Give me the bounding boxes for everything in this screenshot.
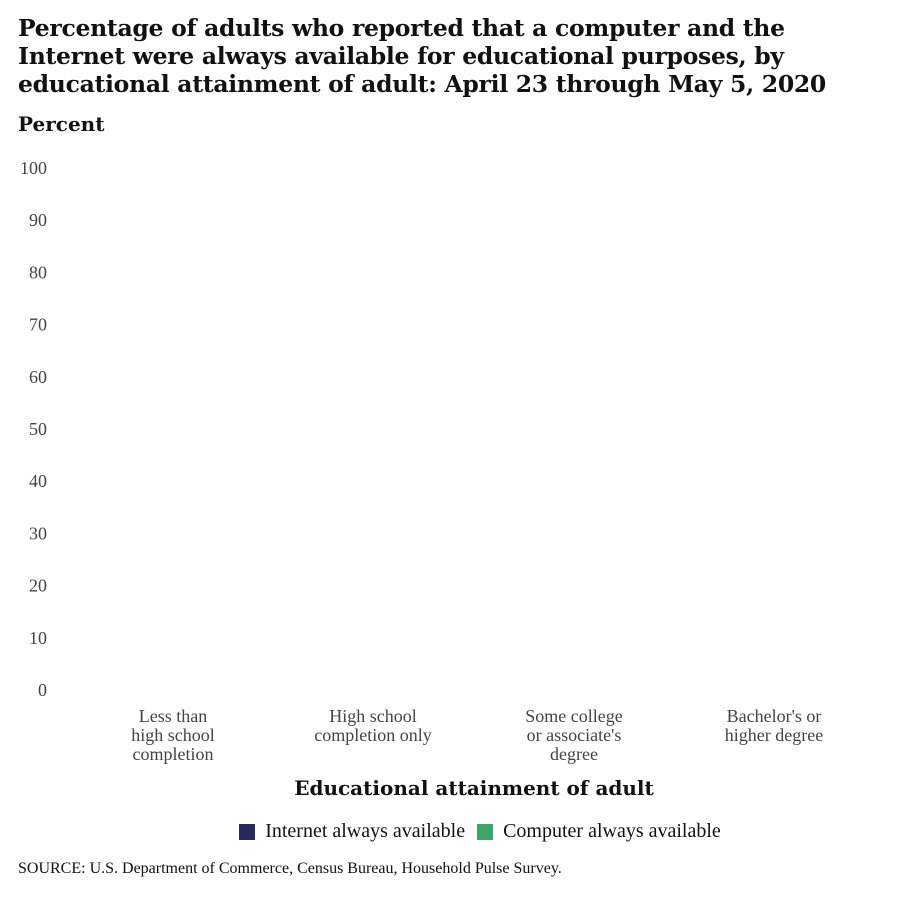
y-tick-label: 80 [29,262,47,282]
legend-item-internet: Internet always available [239,820,465,843]
y-tick-label: 20 [29,576,47,596]
x-category-label: Bachelor's or higher degree [725,706,823,745]
legend-swatch-internet [239,823,256,840]
legend-label: Internet always available [265,820,466,842]
x-category-label: Some college or associate's degree [525,706,622,764]
legend-swatch-computer [477,823,494,840]
y-tick-label: 70 [29,315,47,335]
legend-label: Computer always available [503,820,721,842]
y-axis-label: Percent [18,112,105,136]
chart-title: Percentage of adults who reported that a… [18,14,826,98]
y-tick-label: 40 [29,471,47,491]
y-tick-label: 50 [29,419,47,439]
y-tick-label: 0 [38,680,47,700]
legend: Internet always available Computer alway… [0,820,900,843]
y-tick-label: 90 [29,210,47,230]
source-note: SOURCE: U.S. Department of Commerce, Cen… [18,860,562,877]
x-category-label: Less than high school completion [131,706,215,764]
y-tick-label: 60 [29,367,47,387]
y-tick-label: 30 [29,523,47,543]
legend-item-computer: Computer always available [477,820,721,843]
y-tick-label: 10 [29,628,47,648]
y-tick-label: 100 [20,158,47,178]
x-category-label: High school completion only [314,706,431,745]
x-axis-label: Educational attainment of adult [294,776,654,800]
